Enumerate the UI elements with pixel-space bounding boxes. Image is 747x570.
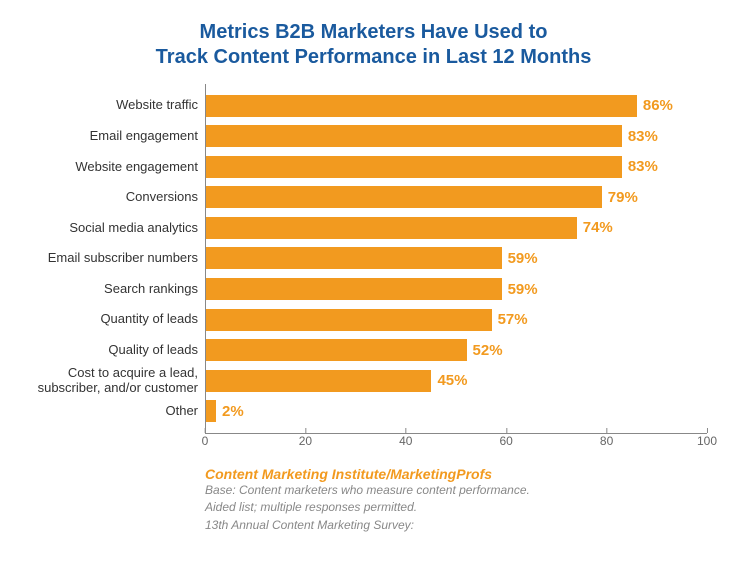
- bar-row: Other2%: [206, 400, 707, 422]
- footer-note-3: 13th Annual Content Marketing Survey:: [205, 517, 747, 534]
- chart-footer: Content Marketing Institute/MarketingPro…: [205, 466, 747, 534]
- bar-value: 59%: [508, 281, 538, 298]
- bar-label: Conversions: [3, 190, 198, 204]
- bar-value: 59%: [508, 250, 538, 267]
- bar-label: Cost to acquire a lead, subscriber, and/…: [3, 366, 198, 395]
- bar-label: Quality of leads: [3, 343, 198, 357]
- bar-value: 83%: [628, 158, 658, 175]
- bar-value: 74%: [583, 219, 613, 236]
- x-tick: 80: [600, 434, 613, 448]
- bar-label: Social media analytics: [3, 221, 198, 235]
- bar: [206, 309, 492, 331]
- bar-value: 86%: [643, 97, 673, 114]
- bar-label: Website engagement: [3, 160, 198, 174]
- bar-label: Email subscriber numbers: [3, 251, 198, 265]
- bar: [206, 278, 502, 300]
- bar-label: Quantity of leads: [3, 312, 198, 326]
- footer-source: Content Marketing Institute/MarketingPro…: [205, 466, 747, 482]
- bar: [206, 186, 602, 208]
- bar-row: Quantity of leads57%: [206, 309, 707, 331]
- bar-label: Email engagement: [3, 129, 198, 143]
- bar-value: 52%: [473, 342, 503, 359]
- bar-value: 57%: [498, 311, 528, 328]
- bar-label: Website traffic: [3, 98, 198, 112]
- bar: [206, 247, 502, 269]
- bar: [206, 95, 637, 117]
- footer-note-2: Aided list; multiple responses permitted…: [205, 499, 747, 516]
- bar: [206, 217, 577, 239]
- bar-row: Quality of leads52%: [206, 339, 707, 361]
- bar-row: Cost to acquire a lead, subscriber, and/…: [206, 370, 707, 392]
- bar-value: 45%: [437, 372, 467, 389]
- title-line-2: Track Content Performance in Last 12 Mon…: [0, 45, 747, 70]
- bars-container: Website traffic86% Email engagement83% Web…: [206, 84, 707, 433]
- bar-row: Website engagement83%: [206, 156, 707, 178]
- footer-note-1: Base: Content marketers who measure cont…: [205, 482, 747, 499]
- bar: [206, 370, 431, 392]
- bar-row: Email subscriber numbers59%: [206, 247, 707, 269]
- chart-title: Metrics B2B Marketers Have Used to Track…: [0, 0, 747, 84]
- x-tick: 60: [500, 434, 513, 448]
- title-line-1: Metrics B2B Marketers Have Used to: [0, 20, 747, 45]
- bar-value: 83%: [628, 128, 658, 145]
- bar-row: Email engagement83%: [206, 125, 707, 147]
- bar-row: Conversions79%: [206, 186, 707, 208]
- x-tick: 40: [399, 434, 412, 448]
- bar-row: Social media analytics74%: [206, 217, 707, 239]
- bar-row: Search rankings59%: [206, 278, 707, 300]
- bar: [206, 400, 216, 422]
- bar: [206, 125, 622, 147]
- bar-row: Website traffic86%: [206, 95, 707, 117]
- x-tick: 100: [697, 434, 717, 448]
- bar: [206, 339, 467, 361]
- bar-value: 2%: [222, 403, 244, 420]
- bar: [206, 156, 622, 178]
- x-tick: 20: [299, 434, 312, 448]
- x-axis-ticks: 020406080100: [205, 434, 707, 454]
- x-tick: 0: [202, 434, 209, 448]
- bar-label: Search rankings: [3, 282, 198, 296]
- chart-area: Website traffic86% Email engagement83% Web…: [205, 84, 707, 454]
- bar-label: Other: [3, 404, 198, 418]
- bar-value: 79%: [608, 189, 638, 206]
- plot-region: Website traffic86% Email engagement83% Web…: [205, 84, 707, 434]
